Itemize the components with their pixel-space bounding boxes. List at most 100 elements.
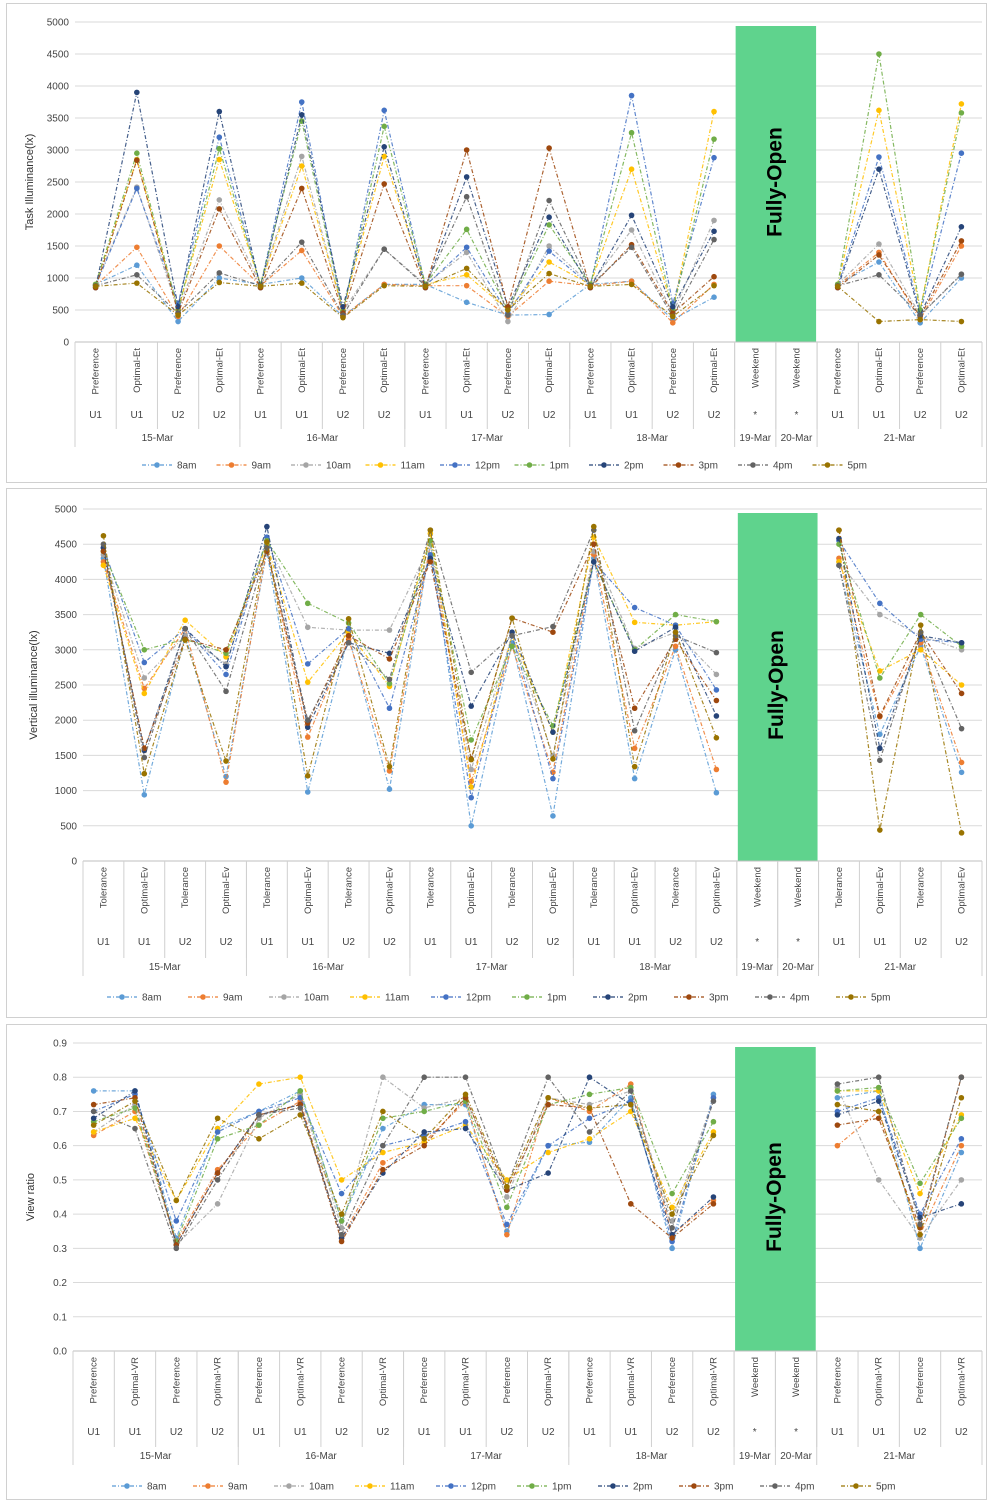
- data-point: [256, 1136, 262, 1142]
- data-point: [504, 1204, 510, 1211]
- user-label: U2: [179, 937, 192, 948]
- data-point: [713, 735, 720, 741]
- data-point: [264, 539, 270, 545]
- data-point: [427, 559, 434, 565]
- data-point: [421, 1108, 428, 1115]
- data-point: [216, 206, 223, 212]
- data-point: [672, 611, 679, 618]
- data-point: [216, 145, 223, 152]
- series-line: [837, 1097, 962, 1216]
- category-label: Weekend: [791, 1357, 802, 1397]
- user-label: U1: [873, 410, 886, 421]
- legend-label: 3pm: [709, 993, 728, 1004]
- y-tick-label: 0.8: [53, 1073, 67, 1084]
- data-point: [917, 647, 924, 653]
- series-5pm: [100, 523, 965, 836]
- series-4pm: [90, 1074, 965, 1252]
- data-point: [340, 304, 346, 310]
- user-label: U1: [831, 410, 844, 421]
- data-point: [304, 661, 311, 667]
- data-point: [298, 247, 305, 254]
- data-point: [669, 1245, 675, 1252]
- legend-swatch-marker: [750, 462, 756, 468]
- category-label: Optimal-Et: [874, 348, 885, 393]
- data-point: [100, 548, 107, 555]
- legend-swatch-marker: [686, 994, 692, 1000]
- user-label: U1: [424, 937, 437, 948]
- data-point: [631, 763, 638, 770]
- legend: 8am 9am 10am 11am 12pm 1pm 2pm 3pm 4pm 5pm: [107, 993, 890, 1004]
- data-point: [504, 1231, 510, 1238]
- data-point: [298, 112, 305, 118]
- data-point: [141, 647, 148, 653]
- legend-swatch-marker: [772, 1483, 778, 1489]
- y-tick-label: 1000: [47, 274, 70, 285]
- data-point: [628, 92, 635, 99]
- data-point: [256, 1081, 262, 1087]
- data-point: [141, 675, 148, 681]
- series-line: [93, 1083, 714, 1243]
- category-label: Optimal-Et: [627, 348, 638, 393]
- data-point: [958, 1094, 965, 1101]
- user-label: U2: [914, 410, 927, 421]
- data-point: [468, 703, 475, 709]
- date-label: 21-Mar: [884, 433, 916, 444]
- data-point: [298, 239, 305, 245]
- legend-label: 8am: [142, 993, 161, 1004]
- legend-label: 3pm: [699, 461, 718, 472]
- data-point: [173, 1218, 180, 1224]
- date-label: 15-Mar: [149, 962, 181, 973]
- legend-label: 5pm: [876, 1482, 895, 1493]
- data-point: [216, 134, 223, 140]
- y-tick-label: 2500: [55, 681, 78, 692]
- series-line: [102, 535, 717, 798]
- category-label: Preference: [915, 348, 926, 394]
- user-label: U2: [172, 410, 185, 421]
- data-point: [132, 1098, 138, 1104]
- data-point: [713, 697, 720, 704]
- y-axis-label: View ratio: [25, 1173, 37, 1221]
- y-tick-label: 4500: [47, 50, 70, 61]
- series-line: [837, 1086, 962, 1185]
- user-label: U1: [873, 937, 886, 948]
- category-label: Optimal-VR: [213, 1357, 224, 1406]
- data-point: [958, 725, 965, 732]
- legend-label: 12pm: [471, 1482, 496, 1493]
- series-line: [93, 1090, 714, 1251]
- category-label: Optimal-VR: [708, 1357, 719, 1406]
- category-label: Optimal-Ev: [303, 867, 314, 914]
- category-label: Tolerance: [834, 867, 845, 908]
- user-label: U2: [383, 937, 396, 948]
- category-label: Preference: [584, 1357, 595, 1403]
- data-point: [834, 1088, 841, 1094]
- vertical-illuminance-chart-panel: 0 500 1000 1500 2000 2500 3000 3500 4000 4500 5000…: [6, 488, 987, 1018]
- user-label: U1: [97, 937, 110, 948]
- series-line: [838, 565, 963, 773]
- user-label: U2: [666, 410, 679, 421]
- legend-swatch-marker: [848, 994, 854, 1000]
- data-point: [628, 281, 635, 288]
- user-label: U2: [378, 410, 391, 421]
- data-point: [338, 1177, 345, 1183]
- data-point: [214, 1115, 221, 1122]
- series-line: [837, 153, 962, 315]
- y-tick-label: 1500: [55, 751, 78, 762]
- series-line: [95, 264, 715, 323]
- data-point: [669, 1190, 675, 1197]
- data-point: [264, 523, 270, 530]
- series-4pm: [92, 193, 965, 320]
- series-8am: [90, 1088, 965, 1252]
- data-point: [877, 668, 883, 674]
- legend-swatch-marker: [286, 1483, 292, 1489]
- data-point: [134, 89, 140, 96]
- data-point: [463, 174, 470, 180]
- series-line: [95, 111, 715, 313]
- category-label: Optimal-VR: [626, 1357, 637, 1406]
- user-label: U2: [955, 410, 968, 421]
- data-point: [710, 1132, 717, 1139]
- legend-label: 12pm: [466, 993, 491, 1004]
- series-line: [93, 1075, 714, 1250]
- data-point: [381, 246, 388, 252]
- category-label: Optimal-VR: [130, 1357, 141, 1406]
- user-label: *: [755, 937, 759, 948]
